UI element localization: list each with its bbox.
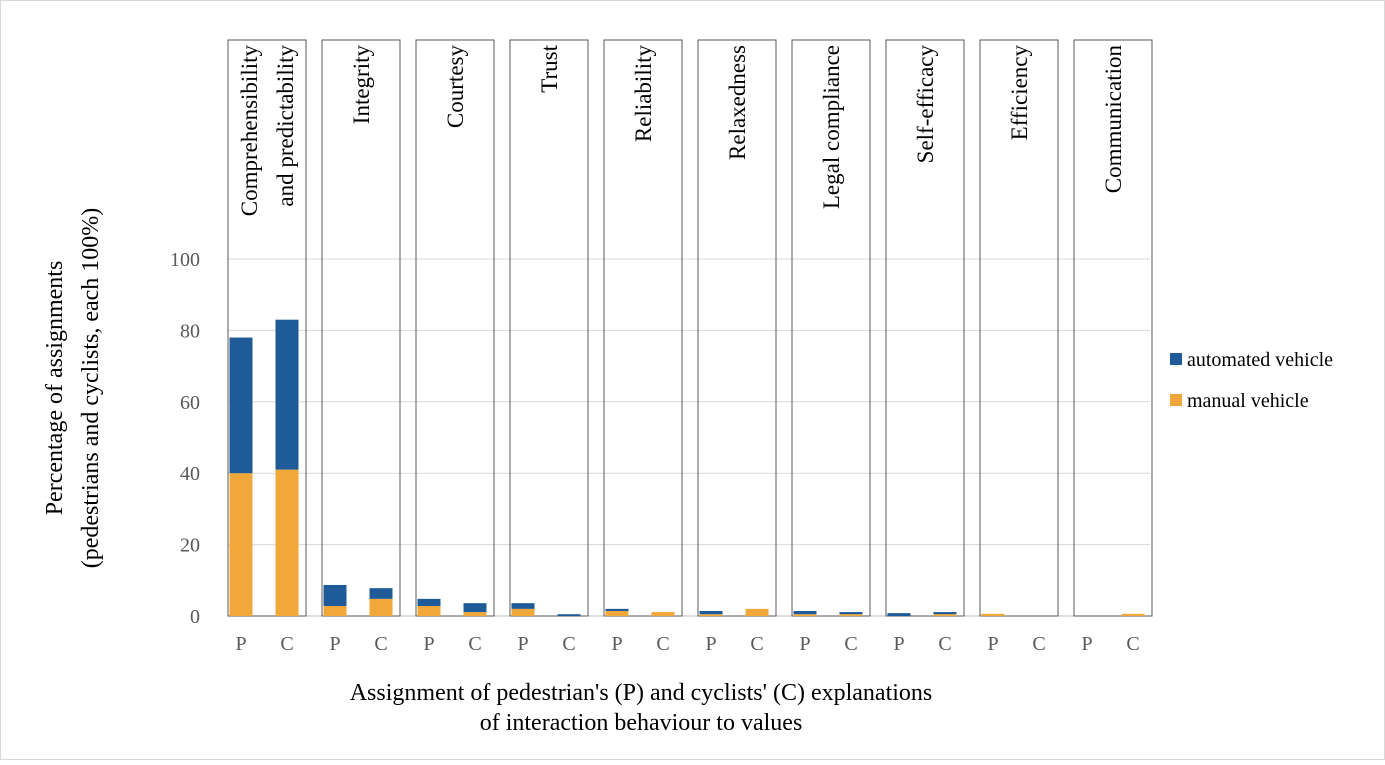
x-tick-label: P <box>1081 633 1092 655</box>
bar-segment <box>605 608 629 612</box>
bar-segment <box>369 588 393 599</box>
group-box <box>791 39 871 617</box>
x-tick-label: C <box>468 633 481 655</box>
bar-segment <box>275 469 299 616</box>
y-tick-label: 80 <box>180 320 200 342</box>
bar-segment <box>323 606 347 616</box>
legend-swatch <box>1170 353 1182 365</box>
group-box <box>603 39 683 617</box>
bar-segment <box>981 613 1005 616</box>
y-tick-label: 60 <box>180 392 200 414</box>
group-box <box>697 39 777 617</box>
group-label: Trust <box>537 44 562 92</box>
group-box <box>415 39 495 617</box>
x-tick-label: C <box>938 633 951 655</box>
group-label: Legal compliance <box>819 45 844 209</box>
bar-segment <box>699 614 723 616</box>
bar-segment <box>463 603 487 613</box>
bar-segment <box>699 611 723 615</box>
legend-label: manual vehicle <box>1187 390 1309 412</box>
bar-segment <box>229 337 253 474</box>
y-axis-title: Percentage of assignments <box>42 261 68 516</box>
group-label: Comprehensibility <box>237 45 262 217</box>
bar-segment <box>745 608 769 616</box>
legend-label: automated vehicle <box>1187 349 1333 371</box>
bar-segment <box>605 611 629 616</box>
x-tick-label: P <box>611 633 622 655</box>
bar-segment <box>651 612 675 616</box>
bar-segment <box>511 603 535 609</box>
x-tick-label: P <box>517 633 528 655</box>
group-box <box>509 39 589 617</box>
group-box <box>1073 39 1153 617</box>
group-box <box>885 39 965 617</box>
x-tick-label: C <box>374 633 387 655</box>
group-box <box>227 39 307 617</box>
y-tick-label: 0 <box>190 606 200 628</box>
x-tick-label: C <box>280 633 293 655</box>
group-box <box>321 39 401 617</box>
group-label: Efficiency <box>1007 45 1032 141</box>
bar-segment <box>1121 613 1145 616</box>
y-axis-title: (pedestrians and cyclists, each 100%) <box>78 208 104 569</box>
x-axis-title: Assignment of pedestrian's (P) and cycli… <box>350 680 933 706</box>
group-label: Reliability <box>631 45 656 143</box>
x-tick-label: P <box>329 633 340 655</box>
bar-segment <box>229 473 253 616</box>
x-axis-title: of interaction behaviour to values <box>480 710 803 736</box>
bar-segment <box>557 614 581 616</box>
group-label: Integrity <box>349 45 374 125</box>
x-tick-label: P <box>799 633 810 655</box>
x-tick-label: P <box>235 633 246 655</box>
x-tick-label: P <box>987 633 998 655</box>
legend-swatch <box>1170 394 1182 406</box>
x-tick-label: P <box>423 633 434 655</box>
bar-segment <box>793 611 817 615</box>
y-tick-label: 40 <box>180 463 200 485</box>
x-tick-label: C <box>562 633 575 655</box>
bar-segment <box>839 612 863 615</box>
bar-segment <box>887 613 911 616</box>
bar-segment <box>323 584 347 607</box>
x-tick-label: C <box>750 633 763 655</box>
x-tick-label: P <box>893 633 904 655</box>
x-tick-label: C <box>1126 633 1139 655</box>
x-tick-label: C <box>1032 633 1045 655</box>
x-tick-label: P <box>705 633 716 655</box>
bar-segment <box>933 612 957 615</box>
bar-segment <box>839 614 863 616</box>
x-tick-label: C <box>656 633 669 655</box>
bar-segment <box>417 606 441 616</box>
group-label: Relaxedness <box>725 45 750 160</box>
group-label: Communication <box>1101 45 1126 194</box>
group-label: and predictability <box>273 45 298 207</box>
y-tick-label: 20 <box>180 535 200 557</box>
group-box <box>979 39 1059 617</box>
bar-segment <box>793 614 817 616</box>
x-tick-label: C <box>844 633 857 655</box>
group-label: Courtesy <box>443 45 468 129</box>
y-tick-label: 100 <box>170 249 200 271</box>
bar-segment <box>933 614 957 616</box>
bar-segment <box>463 612 487 616</box>
bar-segment <box>511 608 535 616</box>
bar-segment <box>417 598 441 607</box>
bar-segment <box>275 319 299 470</box>
group-label: Self-efficacy <box>913 45 938 164</box>
bar-segment <box>369 598 393 616</box>
